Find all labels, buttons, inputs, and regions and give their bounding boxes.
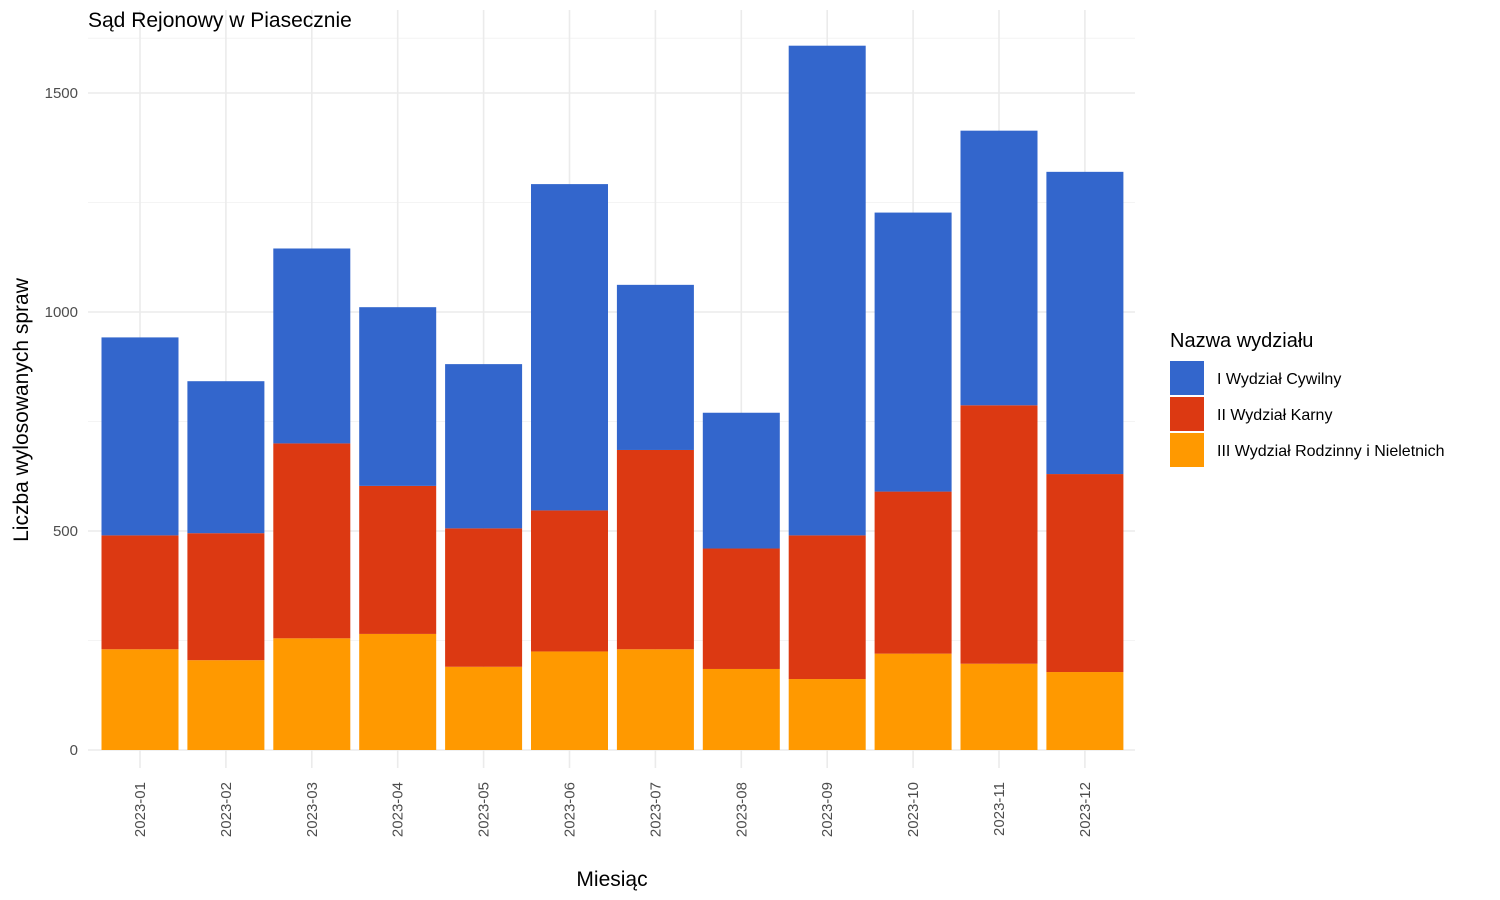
y-axis-title: Liczba wylosowanych spraw bbox=[10, 277, 33, 542]
bar-segment-2023-03 bbox=[273, 248, 351, 444]
legend-label: III Wydział Rodzinny i Nieletnich bbox=[1217, 443, 1445, 460]
bar-segment-2023-04 bbox=[359, 485, 437, 634]
x-axis-ticks: 2023-01 2023-02 2023-03 2023-04 2023-05 2023-… bbox=[132, 782, 1094, 837]
bar-segment-2023-04 bbox=[359, 307, 437, 486]
bar-segment-2023-01 bbox=[101, 649, 179, 750]
y-tick-label: 1500 bbox=[45, 85, 78, 102]
y-tick-label: 1000 bbox=[45, 304, 78, 321]
bar-segment-2023-09 bbox=[788, 535, 866, 680]
y-axis-ticks: 0 500 1000 1500 bbox=[45, 85, 78, 759]
bar-segment-2023-11 bbox=[960, 405, 1038, 664]
bar-segment-2023-06 bbox=[531, 184, 608, 511]
x-tick-label: 2023-07 bbox=[647, 782, 664, 837]
bars bbox=[101, 45, 1124, 750]
bar-segment-2023-09 bbox=[788, 679, 866, 750]
bar-segment-2023-02 bbox=[187, 660, 265, 750]
legend-swatch bbox=[1170, 361, 1204, 395]
x-tick-label: 2023-08 bbox=[733, 782, 750, 837]
x-tick-label: 2023-05 bbox=[476, 782, 493, 837]
bar-segment-2023-08 bbox=[702, 412, 780, 549]
bar-segment-2023-08 bbox=[702, 668, 780, 750]
y-tick-label: 500 bbox=[53, 523, 78, 540]
bar-segment-2023-10 bbox=[874, 212, 952, 492]
bar-segment-2023-05 bbox=[445, 666, 523, 750]
bar-segment-2023-07 bbox=[616, 284, 694, 450]
bar-segment-2023-11 bbox=[960, 130, 1038, 406]
x-axis-title: Miesiąc bbox=[576, 868, 647, 891]
bar-segment-2023-07 bbox=[616, 449, 694, 650]
x-tick-label: 2023-10 bbox=[905, 782, 922, 837]
bar-segment-2023-09 bbox=[788, 45, 866, 536]
bar-segment-2023-02 bbox=[187, 381, 265, 534]
bar-segment-2023-02 bbox=[187, 533, 265, 661]
x-tick-label: 2023-04 bbox=[390, 782, 407, 837]
bar-segment-2023-04 bbox=[359, 633, 437, 750]
bar-segment-2023-12 bbox=[1046, 171, 1124, 475]
bar-segment-2023-06 bbox=[531, 510, 608, 652]
x-tick-label: 2023-12 bbox=[1077, 782, 1094, 837]
legend-label: I Wydział Cywilny bbox=[1217, 371, 1341, 388]
bar-segment-2023-10 bbox=[874, 491, 952, 654]
bar-segment-2023-06 bbox=[531, 651, 608, 750]
bar-segment-2023-12 bbox=[1046, 672, 1124, 750]
bar-segment-2023-08 bbox=[702, 548, 780, 669]
chart-title: Sąd Rejonowy w Piasecznie bbox=[88, 9, 352, 32]
bar-segment-2023-10 bbox=[874, 653, 952, 750]
legend-title: Nazwa wydziału bbox=[1170, 330, 1313, 352]
x-tick-label: 2023-01 bbox=[132, 782, 149, 837]
bar-segment-2023-01 bbox=[101, 337, 179, 536]
bar-segment-2023-03 bbox=[273, 443, 351, 639]
bar-segment-2023-07 bbox=[616, 649, 694, 750]
bar-segment-2023-05 bbox=[445, 364, 523, 529]
y-tick-label: 0 bbox=[70, 742, 78, 759]
legend: Nazwa wydziału I Wydział Cywilny II Wydzi… bbox=[1170, 330, 1445, 467]
legend-swatch bbox=[1170, 433, 1204, 467]
x-tick-label: 2023-03 bbox=[304, 782, 321, 837]
bar-segment-2023-11 bbox=[960, 663, 1038, 750]
bar-segment-2023-12 bbox=[1046, 474, 1124, 673]
legend-swatch bbox=[1170, 397, 1204, 431]
x-tick-label: 2023-02 bbox=[218, 782, 235, 837]
bar-segment-2023-03 bbox=[273, 638, 351, 750]
x-tick-label: 2023-09 bbox=[819, 782, 836, 837]
x-tick-label: 2023-06 bbox=[562, 782, 579, 837]
legend-label: II Wydział Karny bbox=[1217, 407, 1332, 424]
x-tick-label: 2023-11 bbox=[991, 782, 1008, 836]
bar-segment-2023-01 bbox=[101, 535, 179, 650]
bar-segment-2023-05 bbox=[445, 528, 523, 667]
